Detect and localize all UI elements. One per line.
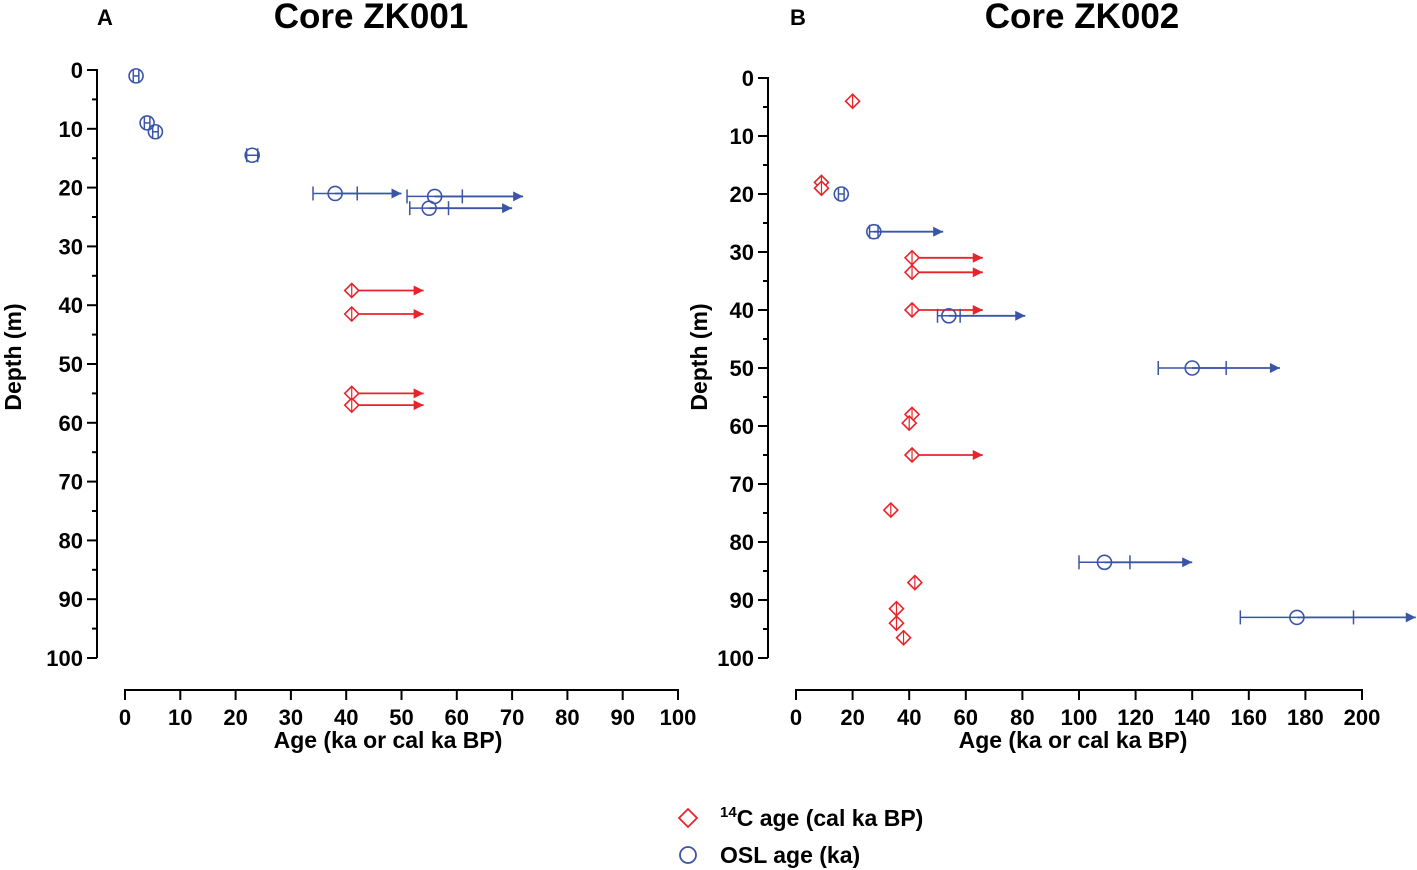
panel-b-title: Core ZK002 xyxy=(985,0,1180,36)
panel-b-y-tick-label: 100 xyxy=(717,646,754,671)
panel-a-title: Core ZK001 xyxy=(274,0,469,36)
panel-b-osl-circle-point xyxy=(1289,609,1305,626)
panel-a-x-tick-label: 0 xyxy=(119,705,131,730)
panel-b-osl-circle-point xyxy=(1184,360,1200,376)
legend-c14-diamond-marker xyxy=(677,807,699,829)
panel-b-axes: 0 10 20 30 40 50 60 70 80 90 100 0 20 40 60 80 100 120 140… xyxy=(717,66,1380,730)
panel-b-osl-circle-point xyxy=(833,186,850,202)
legend-c14-label: 14C age (cal ka BP) xyxy=(720,804,923,831)
panel-b-y-tick-label: 50 xyxy=(730,356,754,381)
panel-a-axes: 0 10 20 30 40 50 60 70 80 90 100 0 10 20 30 40 50 60 70 80 9… xyxy=(46,58,696,730)
panel-a-y-tick-label: 20 xyxy=(59,176,83,201)
panel-a-y-tick-label: 30 xyxy=(59,234,83,259)
legend: 14C age (cal ka BP) OSL age (ka) xyxy=(677,804,923,868)
panel-a-x-tick-label: 20 xyxy=(223,705,247,730)
panel-b-x-tick-label: 80 xyxy=(1010,705,1034,730)
panel-a-x-tick-label: 40 xyxy=(334,705,358,730)
panel-b-x-tick-label: 160 xyxy=(1230,705,1267,730)
panel-a-osl-circle-point xyxy=(139,115,155,131)
panel-a-osl-circle-point xyxy=(147,123,164,140)
panel-a-x-tick-label: 50 xyxy=(389,705,413,730)
panel-a-y-axis-label: Depth (m) xyxy=(0,303,26,410)
panel-a-y-tick-label: 10 xyxy=(59,117,83,142)
panel-b-y-tick-label: 40 xyxy=(730,298,754,323)
panel-b-y-tick-label: 60 xyxy=(730,414,754,439)
panel-a-x-tick-label: 10 xyxy=(168,705,192,730)
panel-b-x-tick-label: 0 xyxy=(790,705,802,730)
panel-b-x-axis-label: Age (ka or cal ka BP) xyxy=(959,727,1188,753)
panel-a-x-tick-label: 80 xyxy=(555,705,579,730)
panel-a-y-tick-label: 100 xyxy=(46,646,83,671)
panel-a-x-tick-label: 100 xyxy=(660,705,697,730)
panel-a-x-axis-label: Age (ka or cal ka BP) xyxy=(274,727,503,753)
panel-b-letter: B xyxy=(790,5,806,30)
panel-b: B Core ZK002 Age (ka or cal ka BP) Depth… xyxy=(686,0,1416,753)
panel-a: A Core ZK001 Age (ka or cal ka BP) Depth… xyxy=(0,0,696,753)
panel-a-y-tick-label: 90 xyxy=(59,587,83,612)
panel-b-x-tick-label: 60 xyxy=(954,705,978,730)
panel-b-x-tick-label: 100 xyxy=(1061,705,1098,730)
panel-b-y-tick-label: 0 xyxy=(742,66,754,91)
panel-b-x-tick-label: 180 xyxy=(1287,705,1324,730)
panel-a-osl-circle-point xyxy=(128,68,144,84)
panel-b-x-tick-label: 140 xyxy=(1174,705,1211,730)
panel-b-y-tick-label: 80 xyxy=(730,530,754,555)
legend-osl-label: OSL age (ka) xyxy=(720,842,860,868)
panel-a-osl-circle-point xyxy=(244,147,260,164)
panel-a-osl-circle-point xyxy=(327,185,343,202)
panel-b-y-tick-label: 20 xyxy=(730,182,754,207)
panel-a-y-tick-label: 50 xyxy=(59,352,83,377)
panel-b-osl-circle-point xyxy=(866,223,882,240)
panel-b-x-tick-label: 120 xyxy=(1117,705,1154,730)
panel-a-x-tick-label: 90 xyxy=(610,705,634,730)
panel-b-y-tick-label: 70 xyxy=(730,472,754,497)
panel-b-x-tick-label: 20 xyxy=(840,705,864,730)
panel-b-marks xyxy=(813,93,1416,646)
panel-a-y-tick-label: 60 xyxy=(59,411,83,436)
panel-a-marks xyxy=(128,68,524,414)
panel-a-y-tick-label: 80 xyxy=(59,528,83,553)
legend-c14-superscript: 14 xyxy=(720,804,737,821)
panel-b-y-tick-label: 10 xyxy=(730,124,754,149)
panel-a-x-tick-label: 60 xyxy=(445,705,469,730)
panel-a-y-tick-label: 70 xyxy=(59,470,83,495)
legend-osl-circle-marker xyxy=(679,846,697,864)
panel-a-x-tick-label: 70 xyxy=(500,705,524,730)
panel-b-osl-circle-point xyxy=(941,307,957,324)
panel-a-letter: A xyxy=(97,5,113,30)
panel-b-x-tick-label: 200 xyxy=(1344,705,1381,730)
panel-b-y-tick-label: 30 xyxy=(730,240,754,265)
panel-b-osl-circle-point xyxy=(1096,554,1113,571)
panel-a-y-tick-label: 40 xyxy=(59,293,83,318)
legend-c14-text: C age (cal ka BP) xyxy=(737,805,924,831)
panel-a-osl-circle-point xyxy=(421,200,437,216)
panel-b-x-tick-label: 40 xyxy=(897,705,921,730)
panel-a-y-tick-label: 0 xyxy=(71,58,83,83)
panel-b-y-axis-label: Depth (m) xyxy=(686,303,712,410)
panel-b-y-tick-label: 90 xyxy=(730,588,754,613)
panel-a-x-tick-label: 30 xyxy=(279,705,303,730)
